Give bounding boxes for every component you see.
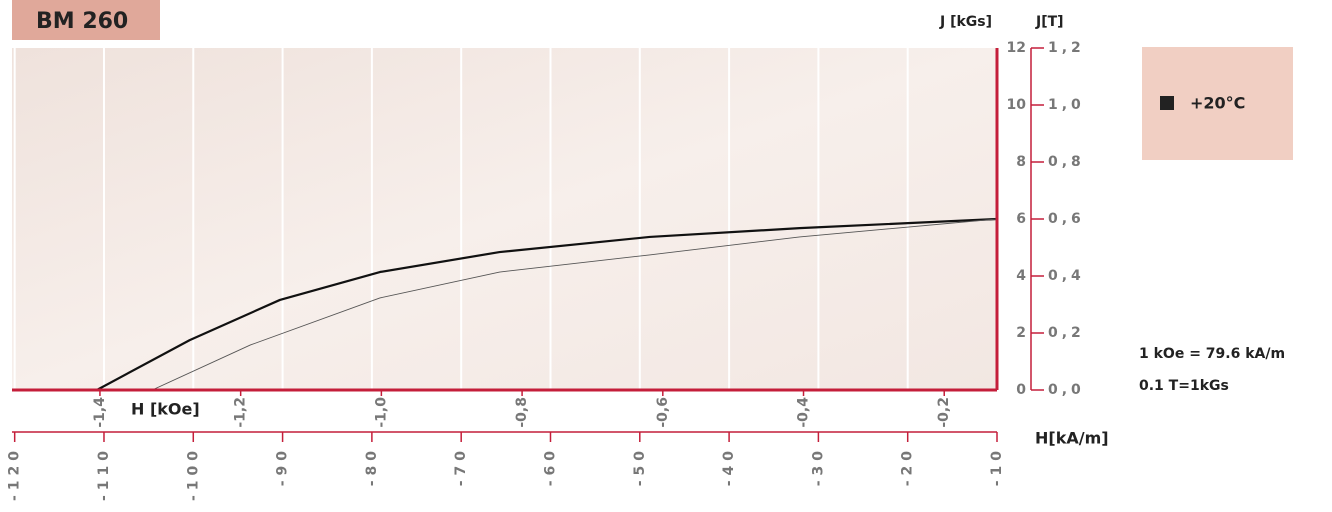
x2-tick-label: -1,2 xyxy=(233,397,249,428)
x-tick-label: -40 xyxy=(721,446,737,486)
y2-tick-label: 0,0 xyxy=(1048,382,1085,398)
y-tick-label: 4 xyxy=(1016,268,1026,284)
x-axis-title: H[kA/m] xyxy=(1035,429,1109,448)
y2-tick-label: 0,8 xyxy=(1048,154,1085,170)
x-tick-label: -80 xyxy=(364,446,380,486)
y-tick-label: 2 xyxy=(1016,325,1026,341)
x-tick-label: -90 xyxy=(275,446,291,486)
x-tick-label: -60 xyxy=(542,446,558,486)
y-tick-label: 10 xyxy=(1007,97,1027,113)
x2-tick-label: -1,4 xyxy=(92,397,108,428)
page: {"chart_data": {"type": "line", "title":… xyxy=(0,0,1332,508)
y2-tick-label: 1,2 xyxy=(1048,40,1085,56)
y2-tick-label: 1,0 xyxy=(1048,97,1085,113)
plot-background xyxy=(12,48,997,390)
chart: BM 260 J [kGs] J[T] H [kOe] H[kA/m] +20°… xyxy=(0,0,1332,508)
x2-tick-label: -1,0 xyxy=(373,397,389,428)
legend-swatch xyxy=(1160,96,1174,110)
x2-tick-label: -0,8 xyxy=(514,397,530,428)
x-tick-label: -50 xyxy=(632,446,648,486)
chart-title: BM 260 xyxy=(36,9,128,34)
x2-tick-label: -0,6 xyxy=(655,397,671,428)
y-tick-label: 8 xyxy=(1016,154,1026,170)
x-tick-label: -10 xyxy=(989,446,1005,486)
y-tick-label: 6 xyxy=(1016,211,1026,227)
x-tick-label: -120 xyxy=(7,446,23,501)
note: 0.1 T=1kGs xyxy=(1139,378,1229,394)
x2-tick-label: -0,4 xyxy=(796,397,812,428)
y2-tick-label: 0,2 xyxy=(1048,325,1085,341)
x-tick-label: -70 xyxy=(453,446,469,486)
note: 1 kOe = 79.6 kA/m xyxy=(1139,346,1285,362)
y-tick-label: 0 xyxy=(1016,382,1026,398)
y-tick-label: 12 xyxy=(1007,40,1026,56)
y2-tick-label: 0,4 xyxy=(1048,268,1085,284)
legend-label: +20°C xyxy=(1190,94,1245,113)
x2-axis-title: H [kOe] xyxy=(131,400,200,419)
y2-tick-label: 0,6 xyxy=(1048,211,1085,227)
x-tick-label: -100 xyxy=(185,446,201,501)
x-tick-label: -30 xyxy=(810,446,826,486)
x-tick-label: -110 xyxy=(96,446,112,501)
x2-tick-label: -0,2 xyxy=(936,397,952,428)
y2-axis-title: J[T] xyxy=(1035,14,1064,30)
y-axis-title: J [kGs] xyxy=(939,14,992,30)
x-tick-label: -20 xyxy=(900,446,916,486)
